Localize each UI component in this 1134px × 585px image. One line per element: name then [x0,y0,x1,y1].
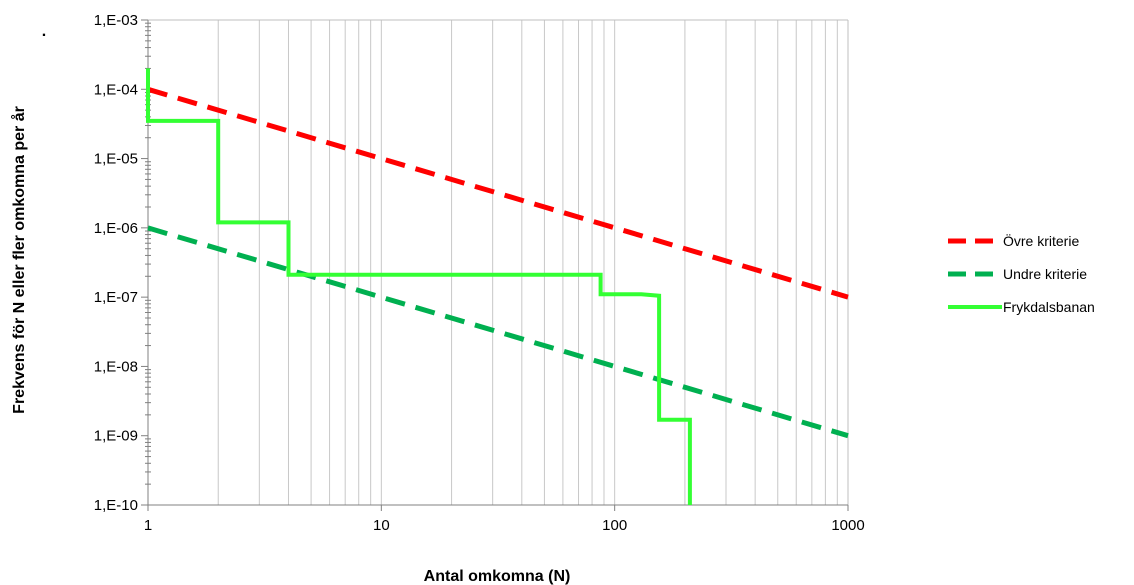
y-tick-label: 1,E-07 [94,289,138,306]
series-group [146,68,849,505]
y-tick-label: 1,E-09 [94,428,138,445]
series-line-2 [146,68,692,505]
y-tick-label: 1,E-06 [94,220,138,237]
x-tick-label: 100 [602,517,627,534]
legend-label-0: Övre kriterie [1003,232,1079,249]
y-axis-ticks: 1,E-03 1,E-04 1,E-05 1,E-06 1,E-07 1,E-08 1,E-… [94,12,151,514]
x-axis-title: Antal omkomna (N) [424,568,571,585]
x-tick-label: 1000 [831,517,864,534]
grid-lines [217,20,838,505]
series-line-0 [147,86,849,300]
y-tick-label: 1,E-08 [94,358,138,375]
y-tick-label: 1,E-10 [94,497,138,514]
legend-label-1: Undre kriterie [1003,266,1087,282]
y-tick-label: 1,E-05 [94,151,138,168]
legend-label-2: Frykdalsbanan [1003,299,1095,315]
y-axis-title: Frekvens för N eller fler omkomna per år [10,106,28,414]
series-line-1 [147,225,849,439]
legend: Övre kriterie Undre kriterie Frykdalsbanan [948,232,1095,315]
y-tick-label: 1,E-04 [94,81,138,98]
x-axis-ticks: 1 10 100 1000 [144,505,865,534]
x-tick-label: 10 [373,517,390,534]
plot-area-frame [147,19,849,506]
x-tick-label: 1 [144,517,152,534]
stray-mark: . [42,23,46,40]
y-tick-label: 1,E-03 [94,12,138,29]
